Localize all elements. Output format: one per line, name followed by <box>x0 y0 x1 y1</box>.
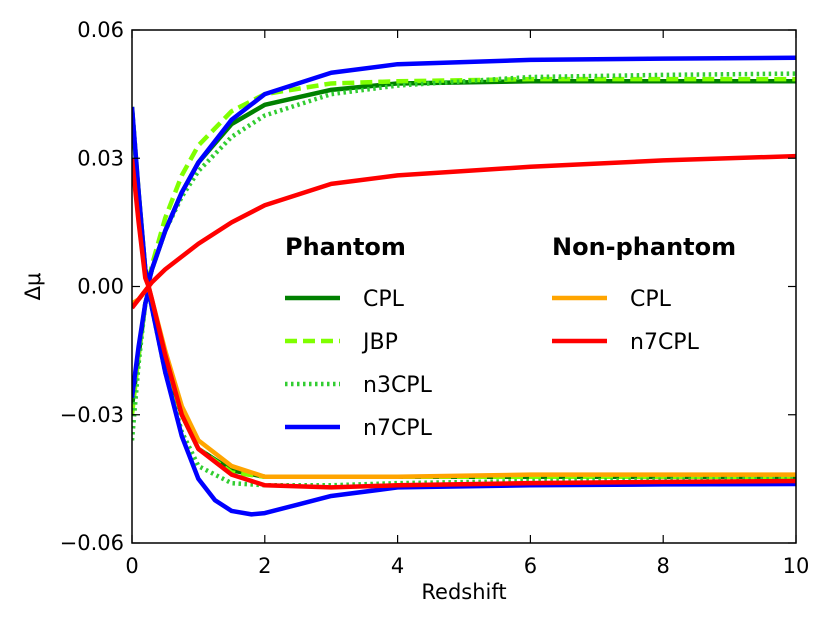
x-tick-label: 8 <box>657 554 670 578</box>
y-tick-label: −0.03 <box>60 403 124 427</box>
axis-ticks: 0 2 4 6 8 10 −0.06 −0.03 0.00 0.03 0.06 <box>60 18 810 578</box>
series-line-1 <box>132 288 796 479</box>
legend: Phantom CPL JBP n3CPL n7CPL Non-phantom CPL n7C… <box>285 233 736 441</box>
series-line-8 <box>132 284 796 479</box>
y-tick-label: 0.00 <box>77 275 124 299</box>
x-tick-label: 4 <box>391 554 404 578</box>
legend-label: n3CPL <box>363 373 433 398</box>
legend-label: JBP <box>361 330 398 355</box>
series-line-9 <box>132 153 796 310</box>
series-line-10 <box>132 158 796 490</box>
legend-label: CPL <box>630 287 672 312</box>
y-tick-label: 0.06 <box>77 18 124 42</box>
series-lines <box>132 55 796 517</box>
y-axis-label: Δμ <box>21 273 45 301</box>
x-tick-label: 0 <box>125 554 138 578</box>
legend-title: Non-phantom <box>552 233 736 261</box>
x-tick-label: 2 <box>258 554 271 578</box>
legend-label: n7CPL <box>363 416 433 441</box>
series-line-3 <box>132 288 796 479</box>
x-axis-label: Redshift <box>421 580 506 604</box>
series-line-5 <box>132 288 796 488</box>
x-tick-label: 10 <box>783 554 810 578</box>
y-tick-label: 0.03 <box>77 146 124 170</box>
y-tick-label: −0.06 <box>60 531 124 555</box>
x-tick-label: 6 <box>524 554 537 578</box>
legend-title: Phantom <box>285 233 406 261</box>
legend-label: n7CPL <box>630 330 700 355</box>
legend-label: CPL <box>363 287 405 312</box>
